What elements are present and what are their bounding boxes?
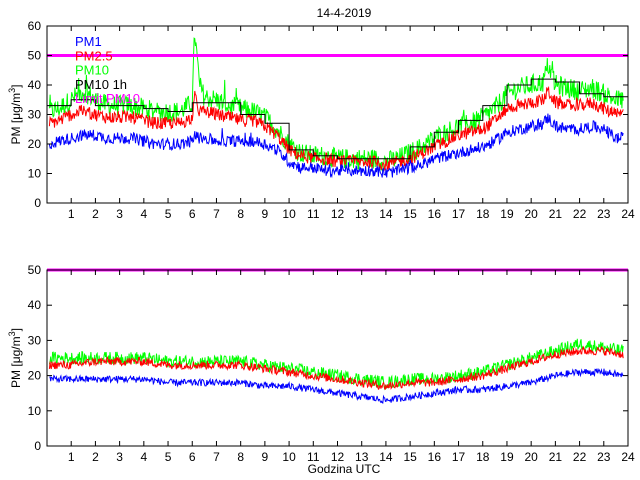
x-tick-label: 18: [476, 207, 490, 221]
x-tick-label: 12: [331, 450, 345, 464]
legend-item-limit-pm10: Limit PM10: [75, 91, 140, 106]
legend-item-pm2-5: PM2.5: [75, 48, 113, 63]
x-tick-label: 17: [452, 207, 466, 221]
x-tick-label: 2: [92, 207, 99, 221]
x-tick-label: 10: [282, 207, 296, 221]
x-tick-label: 1: [68, 450, 75, 464]
x-tick-label: 1: [68, 207, 75, 221]
x-tick-label: 8: [237, 450, 244, 464]
x-tick-label: 20: [524, 450, 538, 464]
x-tick-label: 9: [262, 450, 269, 464]
x-tick-label: 8: [237, 207, 244, 221]
x-tick-label: 4: [140, 207, 147, 221]
y-tick-label: 50: [28, 263, 42, 277]
x-tick-label: 21: [549, 450, 563, 464]
y-tick-label: 20: [28, 369, 42, 383]
legend-item-pm10: PM10: [75, 63, 109, 78]
x-tick-label: 16: [428, 207, 442, 221]
y-tick-label: 0: [34, 439, 41, 453]
x-tick-label: 3: [116, 207, 123, 221]
x-tick-label: 3: [116, 450, 123, 464]
x-tick-label: 24: [621, 450, 635, 464]
chart-title: 14-4-2019: [317, 6, 372, 20]
x-tick-label: 6: [189, 207, 196, 221]
x-tick-label: 7: [213, 207, 220, 221]
y-tick-label: 40: [28, 78, 42, 92]
legend-item-pm10-1h: PM10 1h: [75, 77, 127, 92]
x-tick-label: 11: [307, 450, 320, 464]
x-tick-label: 17: [452, 450, 466, 464]
x-tick-label: 14: [379, 450, 393, 464]
y-tick-label: 20: [28, 137, 42, 151]
x-tick-label: 5: [165, 450, 172, 464]
x-tick-label: 19: [500, 450, 514, 464]
y-tick-label: 10: [28, 404, 42, 418]
y-tick-label: 50: [28, 49, 42, 63]
series-pm10-line: [48, 37, 624, 172]
x-tick-label: 7: [213, 450, 220, 464]
x-tick-label: 2: [92, 450, 99, 464]
y-tick-label: 30: [28, 333, 42, 347]
x-tick-label: 12: [331, 207, 345, 221]
series-pm1-line: [48, 113, 624, 179]
x-tick-label: 19: [500, 207, 514, 221]
top-plot-area: [47, 37, 628, 179]
x-tick-label: 13: [355, 207, 369, 221]
y-tick-label: 0: [34, 196, 41, 210]
bottom-plot-area: [48, 338, 624, 404]
top-panel: 1 2 3 4 5 6 7 8 9 10 11 12 13 14 15 16 17 18 19 20 21 22 23 240…: [7, 19, 635, 221]
x-tick-label: 15: [403, 450, 417, 464]
x-tick-label: 22: [573, 450, 587, 464]
y-tick-label: 40: [28, 298, 42, 312]
x-tick-label: 22: [573, 207, 587, 221]
x-tick-label: 5: [165, 207, 172, 221]
x-tick-label: 24: [621, 207, 635, 221]
x-tick-label: 15: [403, 207, 417, 221]
x-tick-label: 23: [597, 450, 611, 464]
y-tick-label: 30: [28, 108, 42, 122]
y-axis-label: PM [μg/m3]: [7, 85, 23, 145]
y-tick-label: 10: [28, 167, 42, 181]
y-axis-label: PM [μg/m3]: [7, 328, 23, 388]
series-pm10-1h-step-line: [47, 78, 628, 160]
x-tick-label: 16: [428, 450, 442, 464]
series-pm1-line: [49, 368, 624, 404]
x-tick-label: 6: [189, 450, 196, 464]
bottom-axes-frame: [46, 269, 629, 447]
x-tick-label: 23: [597, 207, 611, 221]
x-tick-label: 14: [379, 207, 393, 221]
x-tick-label: 13: [355, 450, 369, 464]
x-tick-label: 20: [524, 207, 538, 221]
bottom-panel: 1 2 3 4 5 6 7 8 9 10 11 12 13 14 15 16 17 18 19 20 21 22 23 240…: [7, 263, 635, 464]
x-tick-label: 21: [549, 207, 563, 221]
series-pm2-5-line: [48, 85, 624, 171]
x-tick-label: 11: [307, 207, 320, 221]
series-pm10-line: [48, 338, 624, 391]
x-axis-label: Godzina UTC: [308, 462, 381, 476]
legend-item-pm1: PM1: [75, 34, 102, 49]
y-tick-label: 60: [28, 19, 42, 33]
x-tick-label: 10: [282, 450, 296, 464]
x-tick-label: 4: [140, 450, 147, 464]
x-tick-label: 18: [476, 450, 490, 464]
series-pm2-5-line: [48, 345, 624, 391]
x-tick-label: 9: [262, 207, 269, 221]
